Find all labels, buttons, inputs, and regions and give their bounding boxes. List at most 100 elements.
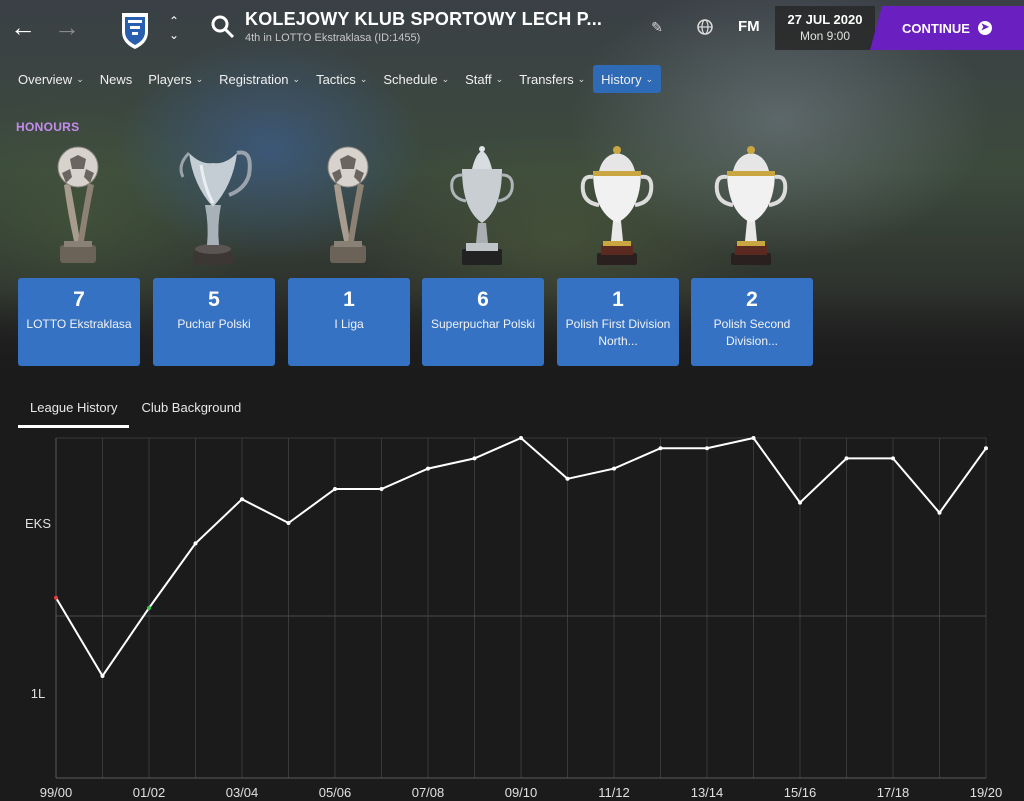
continue-button[interactable]: CONTINUE ➤: [870, 6, 1024, 50]
honour-name: I Liga: [334, 317, 364, 331]
honour-card-i-liga[interactable]: 1 I Liga: [288, 278, 410, 366]
chevron-down-icon: ⌄: [195, 73, 204, 84]
data-point: [565, 476, 570, 481]
club-subtitle: 4th in LOTTO Ekstraklasa (ID:1455): [245, 32, 421, 44]
nav-item-label: News: [99, 71, 133, 87]
up-down-icon[interactable]: ⌃ ⌄: [168, 14, 180, 42]
data-point: [472, 456, 477, 461]
history-tabs: League History Club Background: [18, 392, 253, 428]
nav-item-players[interactable]: Players ⌄: [140, 65, 211, 93]
x-tick-label: 13/14: [691, 785, 724, 800]
data-point: [426, 466, 430, 471]
honour-card-lotto-ekstraklasa[interactable]: 7 LOTTO Ekstraklasa: [18, 278, 140, 366]
chevron-down-icon: ⌄: [76, 73, 84, 84]
club-crest-icon[interactable]: [120, 10, 150, 50]
edit-icon[interactable]: ✎: [651, 18, 663, 35]
x-tick-label: 99/00: [40, 785, 73, 800]
nav-item-transfers[interactable]: Transfers ⌄: [511, 65, 593, 93]
x-tick-label: 03/04: [226, 785, 259, 800]
data-point: [54, 595, 58, 600]
honours-heading: HONOURS: [16, 120, 80, 134]
nav-item-label: Tactics: [316, 71, 356, 87]
league-history-chart-svg: EKS 1L 99/00 01/02 03/04 05/06 07/08 09/10 11/12…: [25, 436, 1003, 800]
chevron-down-icon: ⌄: [495, 73, 504, 84]
ball-trophy-icon: [327, 146, 369, 263]
honour-card-puchar-polski[interactable]: 5 Puchar Polski: [153, 278, 275, 366]
time-label: Mon 9:00: [799, 29, 851, 43]
honour-card-superpuchar-polski[interactable]: 6 Superpuchar Polski: [422, 278, 544, 366]
supercup-trophy-icon: [450, 146, 514, 265]
continue-arrow-icon: ➤: [977, 21, 992, 35]
x-tick-label: 17/18: [877, 785, 910, 800]
honour-count: 5: [208, 288, 220, 311]
data-point: [519, 436, 523, 440]
chevron-down-icon: ⌄: [359, 73, 368, 84]
data-point: [751, 436, 756, 440]
club-title[interactable]: KOLEJOWY KLUB SPORTOWY LECH P...: [245, 9, 603, 29]
data-point: [937, 510, 942, 515]
nav-item-history[interactable]: History ⌄: [593, 65, 662, 93]
nav-item-label: History: [601, 71, 642, 87]
data-point: [286, 521, 291, 525]
data-point: [658, 446, 663, 451]
honour-name: Puchar Polski: [177, 317, 251, 331]
tab-league-history[interactable]: League History: [18, 392, 130, 428]
nav-item-tactics[interactable]: Tactics ⌄: [308, 65, 375, 93]
data-point: [984, 446, 988, 451]
x-tick-label: 01/02: [133, 785, 166, 800]
chevron-down-icon: ⌄: [292, 73, 301, 84]
top-bar: ← → ⌃ ⌄ KOLEJOWY KLUB SPORTOWY LECH P... …: [0, 0, 1024, 58]
continue-label: CONTINUE: [902, 20, 970, 36]
honour-name: Polish Second Division...: [713, 317, 791, 348]
y-tick-label: 1L: [31, 686, 45, 701]
gold-trim-cup-icon: [714, 146, 788, 265]
data-point: [193, 541, 198, 546]
silver-cup-icon: [179, 150, 252, 265]
x-tick-label: 09/10: [505, 785, 538, 800]
game-date[interactable]: 27 JUL 2020 Mon 9:00: [775, 6, 875, 50]
chevron-down-icon: ⌄: [645, 73, 654, 84]
data-point: [891, 456, 895, 461]
chevron-down-icon: ⌄: [441, 73, 450, 84]
x-tick-label: 05/06: [319, 785, 352, 800]
x-tick-label: 07/08: [412, 785, 445, 800]
chevron-down-icon: ⌄: [577, 73, 586, 84]
gold-trim-cup-icon: [580, 146, 654, 265]
data-point: [798, 500, 802, 505]
x-tick-label: 11/12: [598, 785, 630, 800]
forward-arrow-icon[interactable]: →: [54, 11, 80, 42]
nav-item-label: Staff: [465, 71, 492, 87]
data-point: [705, 446, 709, 451]
nav-item-label: Registration: [219, 71, 289, 87]
nav-item-registration[interactable]: Registration ⌄: [211, 65, 308, 93]
data-point: [240, 497, 244, 502]
honour-card-polish-second-division[interactable]: 2 Polish Second Division...: [691, 278, 813, 366]
honour-card-polish-first-division-north[interactable]: 1 Polish First Division North...: [557, 278, 679, 366]
honour-count: 1: [612, 288, 624, 311]
data-point: [612, 466, 616, 471]
back-arrow-icon[interactable]: ←: [10, 11, 36, 42]
nav-item-schedule[interactable]: Schedule ⌄: [375, 65, 457, 93]
x-tick-label: 19/20: [970, 785, 1003, 800]
honour-count: 1: [343, 288, 355, 311]
fm-logo[interactable]: FM: [738, 18, 760, 35]
ball-trophy-icon: [57, 146, 99, 263]
globe-icon[interactable]: [694, 16, 716, 38]
data-point: [333, 487, 337, 491]
y-tick-label: EKS: [25, 516, 51, 531]
data-point: [844, 456, 849, 461]
nav-item-staff[interactable]: Staff ⌄: [457, 65, 511, 93]
tab-club-background[interactable]: Club Background: [141, 400, 242, 415]
date-label: 27 JUL 2020: [787, 12, 863, 27]
honour-name: Polish First Division North...: [565, 317, 671, 348]
league-history-chart: EKS 1L 99/00 01/02 03/04 05/06 07/08 09/10 11/12…: [0, 430, 1024, 801]
nav-item-label: Overview: [18, 71, 73, 87]
honour-name: LOTTO Ekstraklasa: [26, 317, 132, 331]
search-icon[interactable]: [210, 14, 236, 40]
data-point: [100, 674, 105, 678]
nav-item-overview[interactable]: Overview ⌄: [10, 65, 92, 93]
nav-item-news[interactable]: News: [92, 65, 141, 93]
honour-count: 2: [746, 288, 758, 311]
x-tick-label: 15/16: [784, 785, 817, 800]
data-point: [147, 606, 151, 610]
